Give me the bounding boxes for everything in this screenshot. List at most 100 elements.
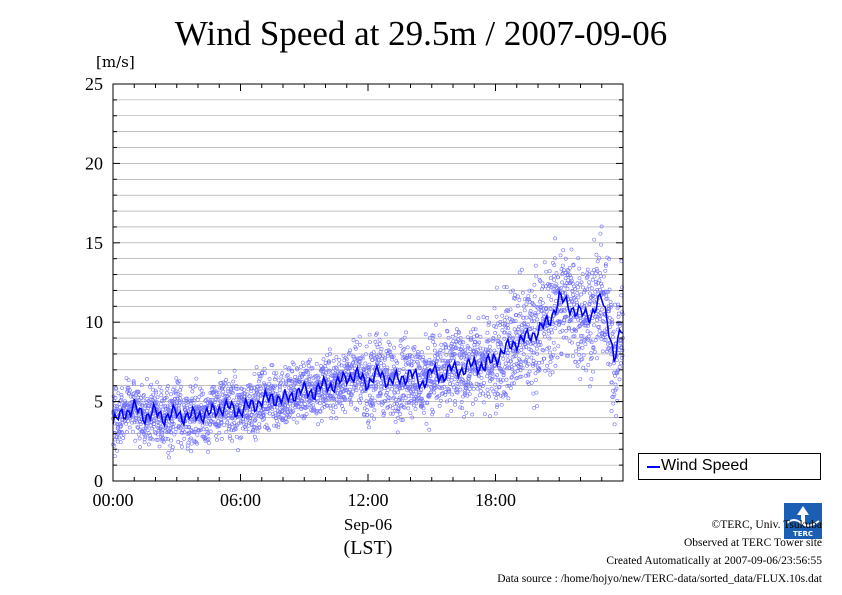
scatter-point <box>457 352 462 357</box>
scatter-point <box>603 338 608 342</box>
scatter-point <box>188 400 193 405</box>
scatter-point <box>400 398 405 403</box>
scatter-point <box>189 428 194 433</box>
scatter-point <box>322 398 327 403</box>
scatter-point <box>136 425 141 430</box>
scatter-point <box>592 300 597 305</box>
scatter-point <box>577 276 582 281</box>
scatter-point <box>234 434 239 439</box>
scatter-point <box>200 423 205 428</box>
scatter-point <box>272 405 277 410</box>
scatter-point <box>429 362 434 367</box>
scatter-point <box>602 338 607 342</box>
scatter-point <box>133 438 138 443</box>
scatter-point <box>407 354 412 359</box>
scatter-point <box>461 362 466 367</box>
scatter-point <box>564 335 569 340</box>
scatter-point <box>609 380 614 385</box>
scatter-point <box>385 388 390 393</box>
scatter-point <box>257 425 262 430</box>
scatter-point <box>179 441 184 446</box>
scatter-point <box>411 392 416 397</box>
scatter-point <box>517 297 522 302</box>
scatter-point <box>481 391 486 396</box>
scatter-point <box>116 391 121 396</box>
scatter-point <box>508 307 513 312</box>
scatter-point <box>143 404 148 409</box>
scatter-point <box>569 247 574 252</box>
scatter-point <box>482 412 487 417</box>
scatter-point <box>579 333 583 338</box>
scatter-point <box>609 352 614 357</box>
scatter-point <box>595 269 600 274</box>
x-axis-timezone-label: (LST) <box>343 537 393 559</box>
scatter-point <box>406 406 411 411</box>
scatter-point <box>392 402 397 406</box>
scatter-point <box>256 379 261 384</box>
scatter-point <box>311 403 315 408</box>
scatter-point <box>371 402 376 407</box>
scatter-point <box>157 384 162 389</box>
scatter-point <box>378 391 383 396</box>
scatter-point <box>526 294 531 299</box>
scatter-point <box>331 403 336 408</box>
scatter-point <box>587 272 591 277</box>
scatter-point <box>525 341 530 346</box>
scatter-point <box>126 378 131 383</box>
scatter-point <box>471 327 476 332</box>
scatter-point <box>594 266 599 271</box>
scatter-point <box>599 224 604 229</box>
scatter-point <box>284 419 289 424</box>
scatter-point <box>332 378 337 383</box>
scatter-point <box>221 385 225 389</box>
scatter-point <box>306 359 311 364</box>
scatter-point <box>590 277 595 282</box>
scatter-point <box>392 345 397 350</box>
scatter-point <box>155 380 159 385</box>
scatter-point <box>173 391 178 396</box>
scatter-point <box>515 303 520 308</box>
scatter-point <box>494 314 499 319</box>
scatter-point <box>510 367 515 372</box>
scatter-point <box>511 319 516 324</box>
scatter-point <box>176 439 181 444</box>
scatter-point <box>369 355 373 360</box>
scatter-point <box>580 334 585 338</box>
scatter-point <box>616 314 621 319</box>
scatter-point <box>509 320 514 325</box>
scatter-point <box>204 397 209 402</box>
scatter-point <box>525 355 530 360</box>
scatter-point <box>572 284 577 289</box>
scatter-point <box>378 393 383 398</box>
scatter-point <box>375 345 380 350</box>
scatter-point <box>390 387 395 392</box>
scatter-point <box>466 377 471 381</box>
scatter-point <box>317 401 322 406</box>
scatter-point <box>339 386 344 391</box>
scatter-point <box>597 314 602 319</box>
scatter-point <box>158 402 163 407</box>
scatter-point <box>343 410 348 415</box>
scatter-point <box>459 339 464 344</box>
scatter-point <box>419 388 424 393</box>
scatter-point <box>373 357 378 362</box>
scatter-point <box>578 377 583 382</box>
scatter-point <box>535 317 540 322</box>
scatter-point <box>495 391 500 396</box>
scatter-point <box>582 323 587 328</box>
scatter-point <box>593 314 597 319</box>
scatter-point <box>422 365 427 370</box>
scatter-point <box>388 349 393 354</box>
scatter-point <box>169 392 173 397</box>
scatter-point <box>169 399 174 404</box>
scatter-point <box>475 386 480 391</box>
scatter-point <box>498 319 503 324</box>
scatter-point <box>295 367 300 372</box>
scatter-point <box>515 333 520 338</box>
scatter-point <box>246 387 251 392</box>
scatter-point <box>598 270 602 275</box>
scatter-point <box>163 425 168 430</box>
scatter-point <box>368 353 373 358</box>
scatter-point <box>315 376 320 381</box>
